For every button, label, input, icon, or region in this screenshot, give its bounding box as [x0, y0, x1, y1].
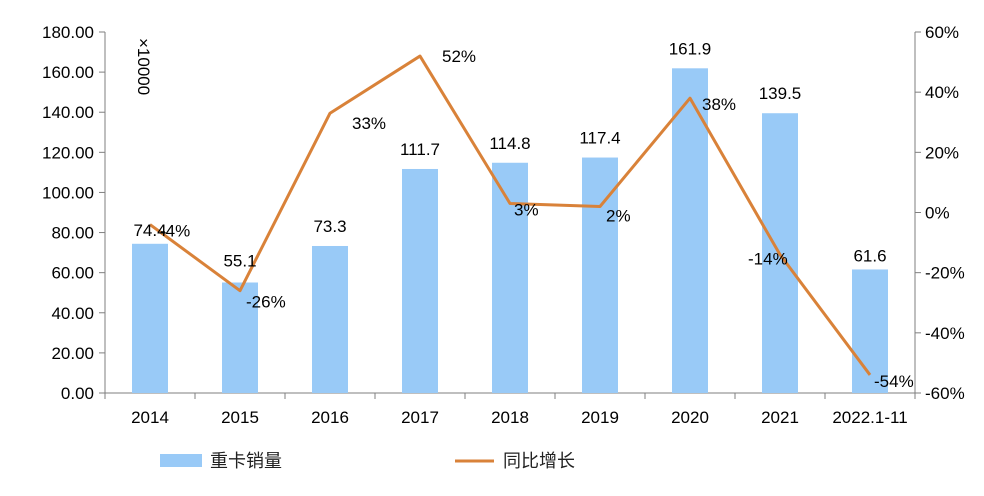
- bar-value-label: 73.3: [313, 217, 346, 236]
- growth-value-label: 3%: [514, 200, 539, 219]
- y-left-tick-label: 100.00: [42, 183, 94, 202]
- bar-value-label: 117.4: [579, 129, 620, 148]
- legend: 重卡销量 同比增长: [160, 451, 575, 472]
- x-tick-label: 2019: [581, 408, 619, 427]
- bar: [582, 157, 618, 393]
- y-right-tick-label: 0%: [925, 204, 950, 223]
- bar: [402, 168, 438, 393]
- bar-value-label: 161.9: [669, 39, 712, 58]
- y-left-tick-label: 140.00: [42, 103, 94, 122]
- growth-value-label: 52%: [442, 47, 476, 66]
- bar-value-label: 74.4: [133, 221, 166, 240]
- bar-value-label: 139.5: [759, 84, 802, 103]
- x-tick-label: 2018: [491, 408, 529, 427]
- legend-label-line: 同比增长: [503, 451, 575, 472]
- bar: [492, 162, 528, 393]
- y-left-tick-label: 180.00: [42, 23, 94, 42]
- y-left-unit-label: ×10000: [134, 38, 153, 95]
- y-right-tick-label: 60%: [925, 23, 959, 42]
- axes: 0.00 20.00 40.00 60.00 80.00 100.00 120.00 140.…: [42, 23, 965, 427]
- x-tick-label: 2015: [221, 408, 259, 427]
- y-left-tick-label: 60.00: [51, 264, 94, 283]
- bar: [132, 243, 168, 393]
- growth-value-label: 33%: [352, 114, 386, 133]
- bars: [132, 68, 888, 394]
- bar: [312, 245, 348, 393]
- legend-label-bar: 重卡销量: [210, 451, 282, 472]
- bar: [672, 68, 708, 394]
- legend-swatch-bar: [160, 454, 202, 467]
- bar-value-label: 61.6: [853, 246, 886, 265]
- y-left-tick-label: 20.00: [51, 344, 94, 363]
- y-right-tick-label: -40%: [925, 324, 965, 343]
- growth-value-label: -4%: [160, 222, 190, 241]
- y-right-tick-label: -60%: [925, 384, 965, 403]
- data-labels: 74.4 55.1 73.3 111.7 114.8 117.4 161.9 139.5 61.…: [133, 39, 913, 391]
- y-left-tick-label: 0.00: [61, 384, 94, 403]
- bar: [852, 269, 888, 393]
- growth-value-label: -26%: [246, 293, 286, 312]
- growth-value-label: 38%: [702, 95, 736, 114]
- y-left-tick-label: 160.00: [42, 63, 94, 82]
- growth-value-label: -54%: [874, 372, 914, 391]
- bar-value-label: 111.7: [400, 140, 440, 159]
- bar: [222, 282, 258, 393]
- growth-value-label: 2%: [606, 206, 631, 225]
- y-left-tick-label: 40.00: [51, 304, 94, 323]
- x-tick-label: 2022.1-11: [832, 408, 907, 427]
- x-tick-label: 2017: [401, 408, 439, 427]
- growth-value-label: -14%: [748, 250, 788, 269]
- bar-value-label: 55.1: [223, 251, 256, 270]
- growth-line: [149, 54, 872, 376]
- growth-line-path: [149, 54, 872, 376]
- y-right-tick-label: 20%: [925, 143, 959, 162]
- bar-value-label: 114.8: [489, 134, 530, 153]
- y-left-tick-label: 120.00: [42, 143, 94, 162]
- y-right-tick-label: -20%: [925, 264, 965, 283]
- y-right-tick-label: 40%: [925, 83, 959, 102]
- x-tick-label: 2021: [761, 408, 799, 427]
- x-tick-label: 2016: [311, 408, 349, 427]
- x-tick-label: 2014: [131, 408, 169, 427]
- y-left-tick-label: 80.00: [51, 224, 94, 243]
- x-tick-label: 2020: [671, 408, 709, 427]
